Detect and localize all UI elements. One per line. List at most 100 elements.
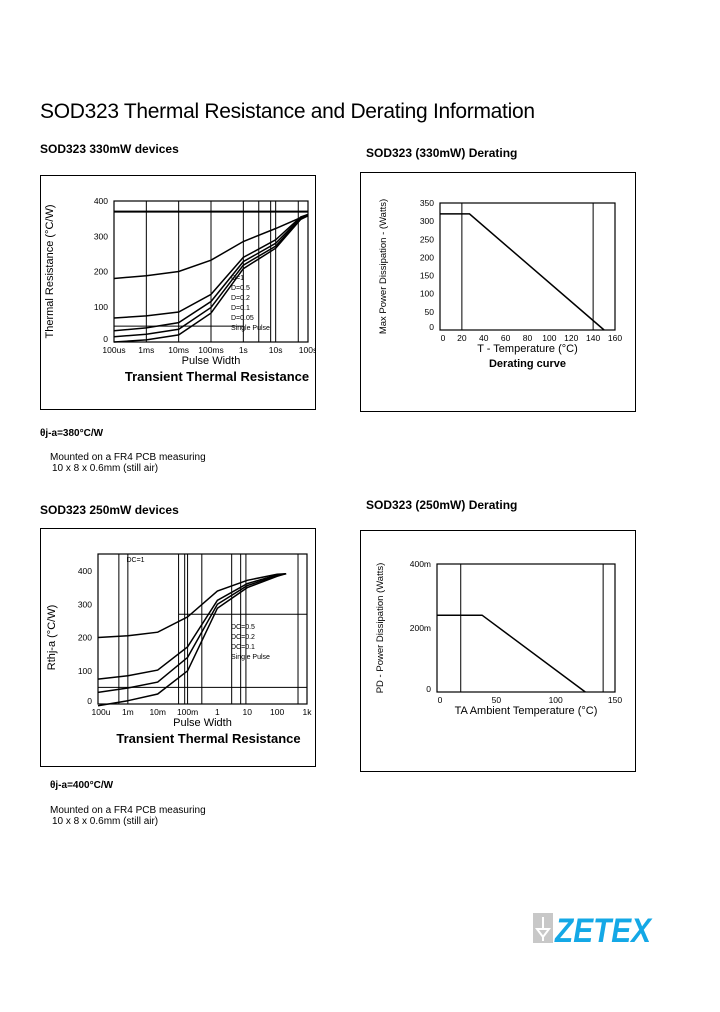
y-tick-label: 100	[420, 289, 434, 299]
y-axis-label: PD - Power Dissipation (Watts)	[375, 563, 386, 694]
chart-derating-250mw: 0 50 100 150 0 200m 400m TA Ambient Temperature…	[360, 530, 636, 772]
thermal-resistance-250mw: θj-a=400°C/W	[50, 780, 114, 791]
x-tick-label: 10m	[149, 707, 166, 717]
x-tick-label: 100	[542, 333, 556, 343]
section-heading-250mw: SOD323 250mW devices	[40, 503, 179, 517]
y-tick-label: 300	[78, 599, 92, 609]
svg-text:ZETEX: ZETEX	[554, 912, 653, 948]
x-tick-label: 1s	[239, 345, 248, 355]
y-tick-label: 300	[94, 231, 108, 241]
y-tick-label: 0	[103, 334, 108, 344]
x-tick-label: 10ms	[168, 345, 189, 355]
chart-title: Transient Thermal Resistance	[125, 369, 309, 384]
legend-label: D=0.1	[231, 305, 250, 312]
y-axis-label: Max Power Dissipation - (Watts)	[378, 199, 389, 334]
x-tick-label: 140	[586, 333, 600, 343]
x-axis-label: Pulse Width	[182, 355, 241, 367]
chart-transient-330mw: 100us 1ms 10ms 100ms 1s 10s 100s 0 100 200 300 400 P…	[40, 175, 317, 410]
legend-label: DC=0.2	[231, 634, 255, 641]
x-tick-label: 1ms	[138, 345, 154, 355]
mounting-note-330mw: Mounted on a FR4 PCB measuring	[50, 452, 206, 463]
x-tick-label: 0	[441, 333, 446, 343]
x-tick-label: 100	[549, 695, 563, 705]
section-heading-330mw-derating: SOD323 (330mW) Derating	[366, 146, 518, 160]
series-line	[97, 572, 287, 707]
legend-label: D=0.5	[231, 285, 250, 292]
y-tick-label: 0	[429, 322, 434, 332]
x-tick-label: 1k	[303, 707, 313, 717]
x-tick-label: 120	[564, 333, 578, 343]
series-line	[113, 215, 309, 343]
series-line	[440, 213, 605, 331]
x-tick-label: 100s	[299, 345, 315, 355]
series-line	[97, 572, 287, 694]
x-tick-label: 1m	[122, 707, 134, 717]
x-tick-label: 160	[608, 333, 622, 343]
page-title: SOD323 Thermal Resistance and Derating I…	[40, 100, 535, 123]
pcb-size-note-330mw: 10 x 8 x 0.6mm (still air)	[52, 463, 159, 474]
x-tick-label: 100u	[92, 707, 111, 717]
y-tick-label: 400	[94, 196, 108, 206]
x-tick-label: 20	[457, 333, 467, 343]
legend-label: Single Pulse	[231, 654, 270, 661]
y-axis-label: Rthj-a (°C/W)	[46, 605, 58, 671]
y-tick-label: 200	[94, 267, 108, 277]
x-axis-label: T - Temperature (°C)	[477, 343, 578, 355]
legend-label: Single Pulse	[231, 325, 270, 332]
y-tick-label: 100	[94, 302, 108, 312]
y-tick-label: 300	[420, 216, 434, 226]
chart-svg: 100u 1m 10m 100m 1 10 100 1k 0 100 200 300 400 Pulse …	[46, 553, 313, 746]
legend-label: D=0.2	[231, 295, 250, 302]
x-tick-label: 100	[270, 707, 284, 717]
legend-label: DC=0.1	[231, 644, 255, 651]
chart-title: Derating curve	[489, 358, 566, 370]
section-heading-250mw-derating: SOD323 (250mW) Derating	[366, 498, 518, 512]
chart-svg: 100us 1ms 10ms 100ms 1s 10s 100s 0 100 200 300 400 P…	[44, 196, 317, 384]
y-tick-label: 250	[420, 234, 434, 244]
series-line	[113, 213, 309, 319]
chart-svg: 0 20 40 60 80 100 120 140 160 0 50 100 150 200 250 300 3…	[378, 198, 622, 370]
series-line	[97, 572, 287, 680]
zetex-logo: ZETEX	[533, 908, 653, 950]
thermal-resistance-330mw: θj-a=380°C/W	[40, 428, 104, 439]
y-tick-label: 50	[425, 307, 435, 317]
y-tick-label: 0	[426, 684, 431, 694]
x-tick-label: 10	[243, 707, 253, 717]
y-tick-label: 100	[78, 666, 92, 676]
mounting-note-250mw: Mounted on a FR4 PCB measuring	[50, 805, 206, 816]
x-axis-label: TA Ambient Temperature (°C)	[455, 705, 598, 717]
y-tick-label: 200	[78, 633, 92, 643]
series-line	[437, 614, 586, 693]
legend-label: D=0.05	[231, 315, 254, 322]
x-tick-label: 100us	[102, 345, 125, 355]
y-tick-label: 400m	[410, 559, 431, 569]
chart-transient-250mw: 100u 1m 10m 100m 1 10 100 1k 0 100 200 300 400 Pulse …	[40, 528, 316, 767]
series-line	[97, 572, 287, 639]
y-tick-label: 200m	[410, 623, 431, 633]
x-tick-label: 100m	[177, 707, 198, 717]
plot-frame	[439, 202, 616, 331]
x-tick-label: 1	[215, 707, 220, 717]
y-tick-label: 150	[420, 271, 434, 281]
x-tick-label: 50	[492, 695, 502, 705]
y-tick-label: 350	[420, 198, 434, 208]
x-tick-label: 150	[608, 695, 622, 705]
x-tick-label: 100ms	[198, 345, 224, 355]
series-line	[113, 213, 309, 280]
x-tick-label: 60	[501, 333, 511, 343]
section-heading-330mw: SOD323 330mW devices	[40, 142, 179, 156]
logo-icon: ZETEX	[533, 912, 653, 950]
x-tick-label: 0	[438, 695, 443, 705]
y-tick-label: 0	[87, 696, 92, 706]
x-tick-label: 40	[479, 333, 489, 343]
legend-label: DC=0.5	[231, 624, 255, 631]
pcb-size-note-250mw: 10 x 8 x 0.6mm (still air)	[52, 816, 159, 827]
x-tick-label: 10s	[269, 345, 283, 355]
plot-frame	[436, 563, 616, 693]
chart-derating-330mw: 0 20 40 60 80 100 120 140 160 0 50 100 150 200 250 300 3…	[360, 172, 636, 412]
chart-title: Transient Thermal Resistance	[116, 731, 300, 746]
plot-frame	[97, 553, 308, 705]
legend-label: D=1	[231, 275, 244, 282]
chart-svg: 0 50 100 150 0 200m 400m TA Ambient Temperature…	[375, 559, 622, 717]
y-tick-label: 400	[78, 566, 92, 576]
